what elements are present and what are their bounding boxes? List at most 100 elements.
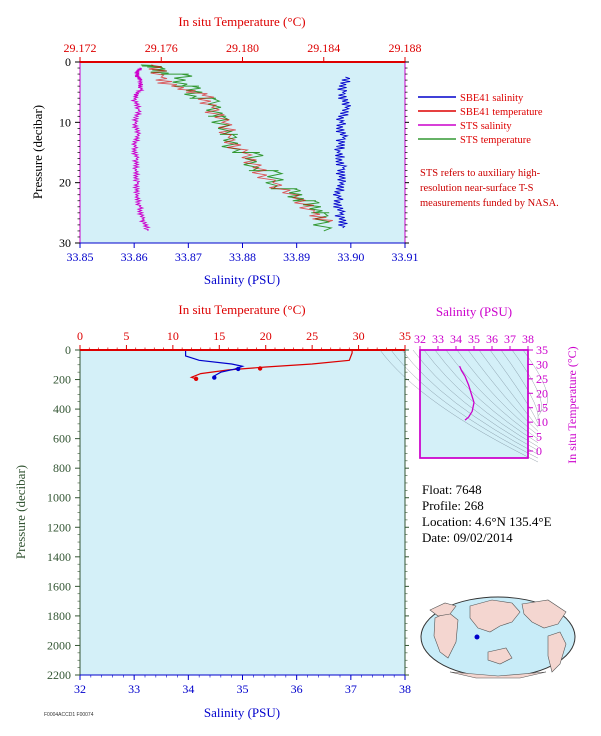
- main-chart-plot-area: [79, 349, 406, 676]
- ts-salinity-tick-label: 36: [486, 332, 498, 346]
- main-pressure-tick-label: 2200: [47, 668, 71, 682]
- main-chart-salinity-axis-title: Salinity (PSU): [204, 705, 280, 720]
- main-pressure-tick-label: 1000: [47, 491, 71, 505]
- ts-diagram-series: [459, 365, 475, 421]
- top-chart-temp-ticks: 29.172 29.176 29.180 29.184 29.188: [64, 41, 422, 62]
- density-contour: [522, 349, 548, 413]
- top-salinity-tick-label: 33.90: [337, 250, 364, 264]
- density-contour: [511, 349, 542, 416]
- main-salinity-tick-label: 36: [291, 682, 303, 696]
- footer-code: F0004ACCD1 F00074: [44, 712, 94, 718]
- main-salinity-tick-label: 33: [128, 682, 140, 696]
- density-contour: [434, 349, 539, 443]
- ts-diagram-salinity-ticks: 32 33 34 35 36 37 38: [414, 332, 534, 350]
- land-north-america: [521, 599, 567, 629]
- main-salinity-tick-label: 32: [74, 682, 86, 696]
- density-contour: [478, 349, 539, 428]
- top-temp-tick-label: 29.172: [64, 41, 97, 55]
- top-salinity-tick-label: 33.88: [229, 250, 256, 264]
- ts-temp-tick-label: 0: [536, 444, 542, 458]
- main-pressure-tick-label: 1400: [47, 550, 71, 564]
- top-temp-tick-label: 29.176: [145, 41, 178, 55]
- top-pressure-tick-label: 10: [59, 115, 71, 129]
- density-contour: [401, 349, 539, 455]
- top-salinity-tick-label: 33.89: [283, 250, 310, 264]
- temperature-profile-marker: [193, 376, 199, 381]
- top-salinity-tick-label: 33.87: [175, 250, 202, 264]
- float-location-marker: [474, 634, 480, 640]
- top-pressure-tick-label: 30: [59, 236, 71, 250]
- ts-temp-tick-label: 15: [536, 401, 548, 415]
- main-pressure-tick-label: 1200: [47, 520, 71, 534]
- ts-density-contours: [379, 349, 548, 463]
- top-temp-tick-label: 29.180: [226, 41, 259, 55]
- ts-temp-tick-label: 35: [536, 343, 548, 357]
- main-pressure-tick-label: 200: [53, 373, 71, 387]
- ts-temp-tick-label: 10: [536, 415, 548, 429]
- main-temp-tick-label: 35: [399, 329, 411, 343]
- top-chart-temp-axis-title: In situ Temperature (°C): [178, 14, 305, 29]
- land-asia: [469, 599, 521, 633]
- world-map-land: [429, 599, 567, 679]
- sbe41-salinity-line: [333, 76, 351, 229]
- salinity-profile-marker: [212, 375, 217, 380]
- density-contour: [500, 349, 539, 420]
- ts-curve: [459, 365, 475, 421]
- main-temp-tick-label: 15: [213, 329, 225, 343]
- main-temp-tick-label: 25: [306, 329, 318, 343]
- top-chart-pressure-axis-title: Pressure (decibar): [30, 105, 45, 199]
- main-pressure-tick-label: 400: [53, 402, 71, 416]
- main-temp-tick-label: 0: [77, 329, 83, 343]
- main-salinity-tick-label: 34: [182, 682, 194, 696]
- main-temp-tick-label: 5: [123, 329, 129, 343]
- top-salinity-tick-label: 33.86: [121, 250, 148, 264]
- land-south-america: [547, 631, 567, 673]
- main-chart-temp-ticks: 0 5 10 15 20 25 30 35: [77, 329, 411, 350]
- main-pressure-tick-label: 2000: [47, 638, 71, 652]
- ts-salinity-tick-label: 38: [522, 332, 534, 346]
- ts-diagram: Salinity (PSU) In situ Temperature (°C) …: [379, 304, 579, 464]
- float-number: Float: 7648: [422, 482, 482, 497]
- profile-number: Profile: 268: [422, 498, 484, 513]
- location: Location: 4.6°N 135.4°E: [422, 514, 552, 529]
- top-chart-pressure-ticks: 0 10 20 30: [59, 55, 409, 250]
- ts-temp-tick-label: 25: [536, 372, 548, 386]
- legend-label: SBE41 temperature: [460, 107, 543, 118]
- top-pressure-tick-label: 0: [65, 55, 71, 69]
- main-pressure-tick-label: 600: [53, 432, 71, 446]
- ts-diagram-temp-axis-title: In situ Temperature (°C): [565, 346, 579, 463]
- top-chart-legend: SBE41 salinity SBE41 temperature STS salin…: [418, 93, 543, 146]
- main-temp-tick-label: 30: [353, 329, 365, 343]
- main-salinity-tick-label: 37: [345, 682, 357, 696]
- main-pressure-tick-label: 1800: [47, 609, 71, 623]
- sbe41-temperature-line: [148, 64, 333, 223]
- legend-label: STS salinity: [460, 121, 512, 132]
- density-contour: [412, 349, 539, 451]
- main-temp-tick-label: 10: [167, 329, 179, 343]
- top-temp-tick-label: 29.184: [307, 41, 340, 55]
- top-chart: In situ Temperature (°C) 29.172 29.176 29.…: [30, 14, 543, 287]
- ts-salinity-tick-label: 37: [504, 332, 516, 346]
- main-chart-salinity-ticks: 32 33 34 35 36 37 38: [74, 675, 411, 696]
- ts-diagram-salinity-axis-title: Salinity (PSU): [436, 304, 512, 319]
- density-contour: [445, 349, 539, 440]
- main-chart-pressure-axis-title: Pressure (decibar): [13, 465, 28, 559]
- top-pressure-tick-label: 20: [59, 176, 71, 190]
- density-contour: [379, 349, 539, 463]
- temperature-profile-marker: [257, 366, 263, 371]
- density-contour: [467, 349, 539, 432]
- world-map: [420, 596, 576, 679]
- ts-temp-tick-label: 5: [536, 430, 542, 444]
- main-temp-tick-label: 20: [260, 329, 272, 343]
- top-chart-salinity-axis-title: Salinity (PSU): [204, 272, 280, 287]
- ts-salinity-tick-label: 34: [450, 332, 462, 346]
- main-chart-temp-axis-title: In situ Temperature (°C): [178, 302, 305, 317]
- density-contour: [456, 349, 539, 436]
- top-temp-tick-label: 29.188: [389, 41, 422, 55]
- ts-salinity-tick-label: 32: [414, 332, 426, 346]
- date: Date: 09/02/2014: [422, 530, 513, 545]
- main-chart-pressure-ticks: 0 200 400 600 800 1000 1200 1400 1600 1800 2000 220…: [47, 343, 409, 682]
- main-pressure-tick-label: 0: [65, 343, 71, 357]
- sts-salinity-line: [130, 67, 151, 232]
